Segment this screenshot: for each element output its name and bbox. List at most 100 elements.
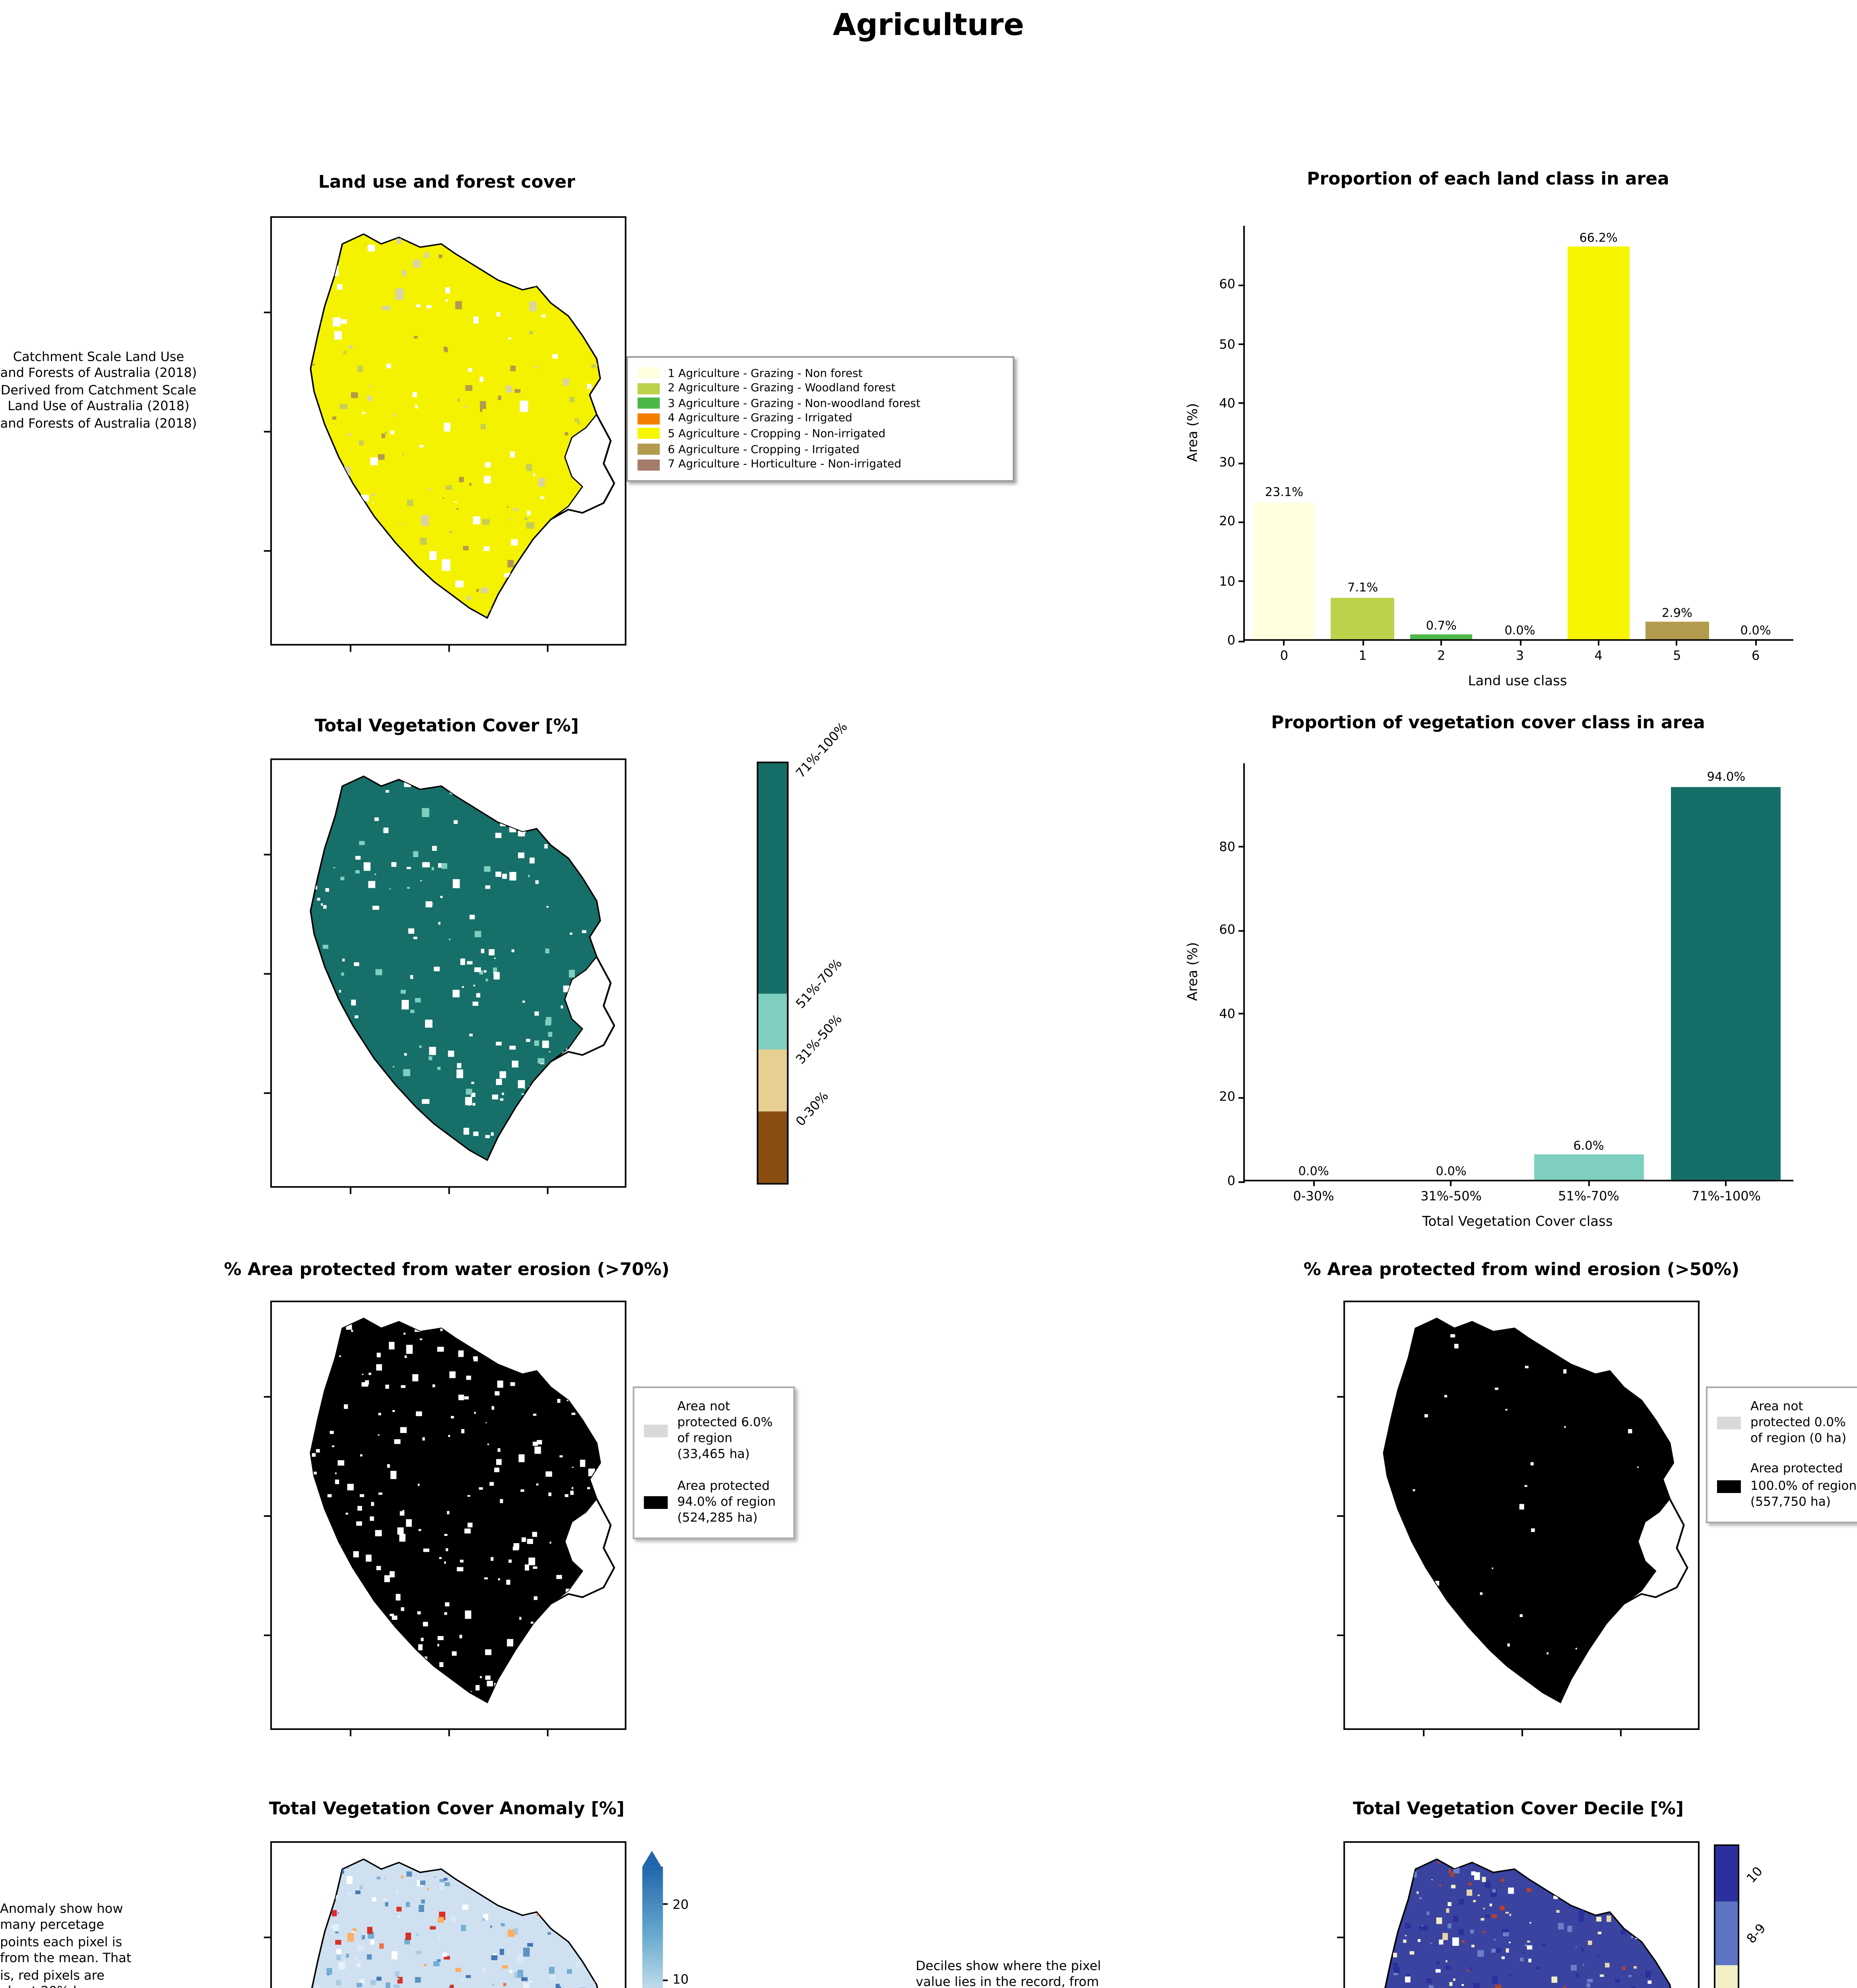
legend-label: Area protected 94.0% of region (524,285 …	[677, 1478, 776, 1525]
legend-swatch	[644, 1425, 668, 1438]
legend-swatch	[637, 382, 660, 394]
frame-tick	[1337, 1937, 1344, 1939]
y-tick	[1238, 640, 1245, 642]
legend-label: Area protected 100.0% of region (557,750…	[1750, 1462, 1857, 1508]
land-class-chart: Proportion of each land class in area Ar…	[1167, 169, 1809, 701]
frame-tick	[264, 1937, 270, 1939]
frame-tick	[264, 1635, 270, 1637]
x-tick-label: 0-30%	[1293, 1189, 1334, 1204]
x-tick-label: 1	[1358, 648, 1367, 663]
frame-tick	[1337, 1515, 1344, 1517]
frame-tick	[264, 1092, 270, 1094]
x-axis-label: Land use class	[1468, 674, 1567, 690]
frame-tick	[448, 1188, 450, 1194]
bar-value-label: 6.0%	[1573, 1138, 1604, 1153]
colorbar-segment	[1715, 1901, 1738, 1965]
legend-label: 4 Agriculture - Grazing - Irrigated	[668, 412, 852, 425]
colorbar-tick	[663, 1979, 668, 1981]
frame-tick	[349, 1188, 351, 1194]
legend-swatch	[637, 459, 660, 470]
bar-value-label: 2.9%	[1661, 605, 1692, 620]
bar	[1645, 622, 1709, 639]
veg-class-chart: Proportion of vegetation cover class in …	[1167, 712, 1809, 1253]
wind-erosion-map-frame	[1337, 1301, 1700, 1736]
y-tick	[1238, 1097, 1245, 1099]
colorbar-label: 51%-70%	[793, 957, 845, 1012]
y-tick-label: 10	[1219, 574, 1236, 588]
x-tick-label: 31%-50%	[1420, 1189, 1482, 1204]
bar	[1533, 1155, 1644, 1180]
y-tick	[1238, 521, 1245, 523]
decile-map-frame	[1337, 1841, 1700, 1988]
legend-swatch	[1717, 1479, 1741, 1493]
chart-title: Proportion of each land class in area	[1307, 168, 1669, 189]
colorbar-tick-label: 10	[672, 1973, 689, 1988]
bar-value-label: 66.2%	[1579, 230, 1618, 245]
y-tick	[1238, 1180, 1245, 1182]
anomaly-map	[310, 1858, 600, 1988]
y-tick	[1238, 344, 1245, 346]
decile-title: Total Vegetation Cover Decile [%]	[1353, 1798, 1684, 1819]
decile-caption: Deciles show where the pixel value lies …	[916, 1959, 1101, 1988]
bar	[1671, 786, 1781, 1180]
frame-tick	[448, 645, 450, 652]
legend-item: 4 Agriculture - Grazing - Irrigated	[637, 412, 1003, 425]
y-axis-label: Area (%)	[1186, 403, 1202, 462]
y-tick	[1238, 1013, 1245, 1015]
frame-tick	[547, 1730, 549, 1736]
frame-tick	[1337, 1396, 1344, 1398]
bar-value-label: 94.0%	[1707, 770, 1746, 784]
colorbar-tick-label: 20	[672, 1897, 689, 1912]
land-use-map-frame	[264, 216, 627, 652]
y-tick	[1238, 580, 1245, 582]
y-tick-label: 0	[1227, 1174, 1236, 1188]
legend-swatch	[637, 413, 660, 425]
colorbar-label: 8-9	[1744, 1921, 1769, 1946]
colorbar-gradient	[642, 1866, 663, 1988]
anomaly-title: Total Vegetation Cover Anomaly [%]	[269, 1798, 625, 1819]
legend-item: 1 Agriculture - Grazing - Non forest	[637, 367, 1003, 379]
x-tick-label: 2	[1437, 648, 1446, 663]
legend-label: Area not protected 0.0% of region (0 ha)	[1750, 1399, 1847, 1446]
legend-item: 6 Agriculture - Cropping - Irrigated	[637, 443, 1003, 456]
x-tick-label: 4	[1594, 648, 1603, 663]
y-tick-label: 60	[1219, 923, 1236, 938]
legend-swatch	[637, 398, 660, 409]
frame-tick	[1422, 1730, 1424, 1736]
wind-erosion-title: % Area protected from wind erosion (>50%…	[1303, 1259, 1740, 1280]
page-title: Agriculture	[832, 8, 1025, 43]
colorbar-segment	[758, 763, 787, 994]
land-use-title: Land use and forest cover	[318, 171, 575, 192]
veg-cover-map-frame	[264, 758, 627, 1194]
frame-tick	[264, 1396, 270, 1398]
bar	[1252, 502, 1316, 639]
water-erosion-title: % Area protected from water erosion (>70…	[224, 1259, 670, 1280]
frame-tick	[448, 1730, 450, 1736]
water-erosion-legend: Area not protected 6.0% of region (33,46…	[633, 1386, 795, 1539]
colorbar-tick	[663, 1903, 668, 1905]
legend-label: 6 Agriculture - Cropping - Irrigated	[668, 443, 860, 456]
colorbar-segment	[1715, 1965, 1738, 1988]
land-use-map	[310, 233, 615, 619]
frame-tick	[547, 645, 549, 652]
legend-item: 2 Agriculture - Grazing - Woodland fores…	[637, 382, 1003, 395]
legend-label: 3 Agriculture - Grazing - Non-woodland f…	[668, 397, 921, 410]
frame-tick	[264, 550, 270, 552]
legend-item: Area not protected 0.0% of region (0 ha)	[1717, 1399, 1857, 1447]
bar-value-label: 23.1%	[1265, 485, 1304, 500]
x-tick	[1519, 639, 1521, 646]
bar-value-label: 0.0%	[1298, 1163, 1329, 1178]
land-use-caption: Catchment Scale Land Use and Forests of …	[0, 349, 197, 430]
colorbar-label: 10	[1744, 1864, 1766, 1886]
x-tick-label: 3	[1515, 648, 1524, 663]
legend-label: 7 Agriculture - Horticulture - Non-irrig…	[668, 458, 902, 471]
frame-tick	[264, 431, 270, 433]
frame-tick	[1337, 1635, 1344, 1637]
legend-item: Area protected 100.0% of region (557,750…	[1717, 1462, 1857, 1510]
y-tick-label: 20	[1219, 514, 1236, 529]
legend-swatch	[637, 367, 660, 379]
anomaly-colorbar: 20100−10−20	[642, 1850, 716, 1988]
legend-label: Area not protected 6.0% of region (33,46…	[677, 1399, 773, 1462]
colorbar-segment	[758, 1111, 787, 1183]
